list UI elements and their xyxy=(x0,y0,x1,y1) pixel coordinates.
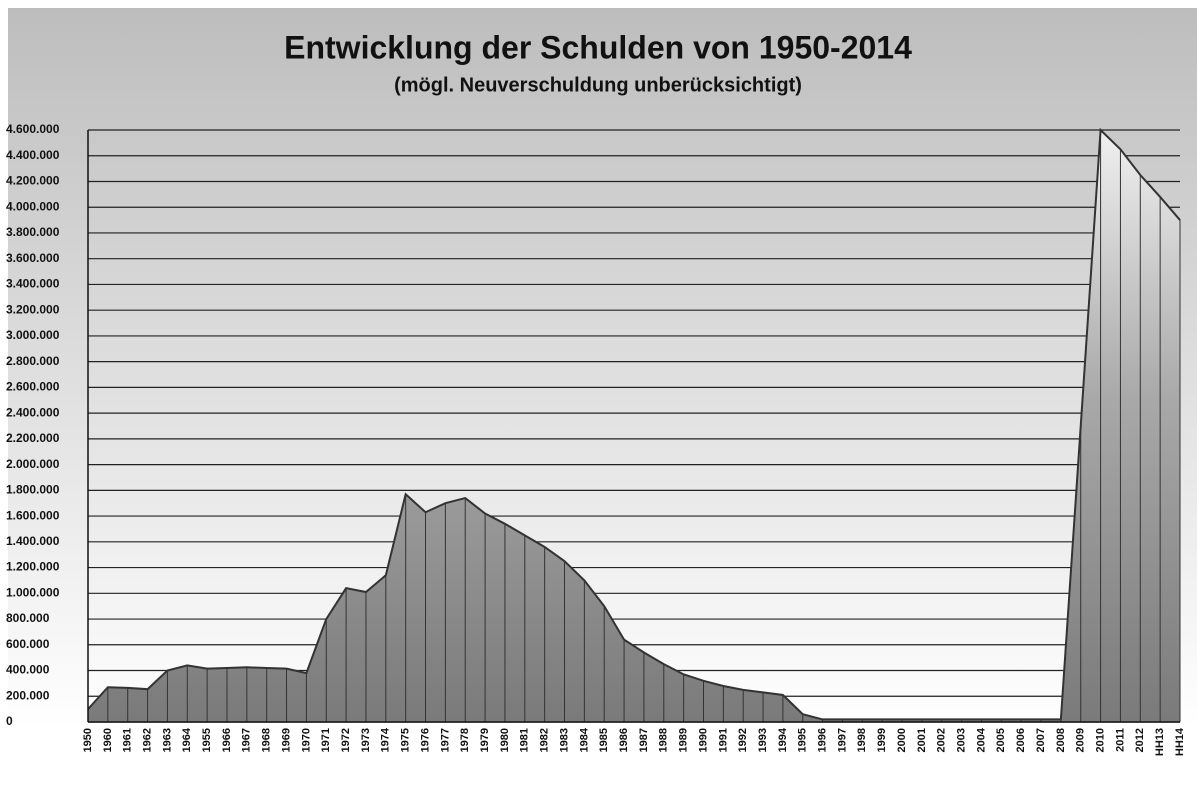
x-tick-label: 1990 xyxy=(697,728,709,752)
y-tick-label: 4.600.000 xyxy=(6,122,60,136)
x-tick-label: 1963 xyxy=(161,728,173,752)
x-tick-label: 1986 xyxy=(618,728,630,752)
x-tick-label: 1950 xyxy=(82,728,94,752)
y-tick-label: 3.400.000 xyxy=(6,277,60,291)
x-tick-label: 1997 xyxy=(836,728,848,752)
x-tick-label: 1966 xyxy=(221,728,233,752)
x-tick-label: 2010 xyxy=(1094,728,1106,752)
y-tick-label: 2.800.000 xyxy=(6,354,60,368)
x-tick-label: 1972 xyxy=(340,728,352,752)
x-tick-label: 1985 xyxy=(598,728,610,752)
x-tick-label: 2000 xyxy=(896,728,908,752)
x-tick-label: 1998 xyxy=(856,728,868,752)
y-tick-label: 800.000 xyxy=(6,611,50,625)
x-tick-label: 1993 xyxy=(757,728,769,752)
x-tick-label: 1964 xyxy=(181,727,193,752)
x-tick-label: 1991 xyxy=(717,728,729,752)
y-tick-label: 4.400.000 xyxy=(6,148,60,162)
x-tick-label: 1992 xyxy=(737,728,749,752)
y-tick-label: 3.000.000 xyxy=(6,328,60,342)
area xyxy=(88,130,1180,722)
x-tick-label: 1975 xyxy=(400,728,412,752)
x-tick-label: 1981 xyxy=(519,728,531,752)
y-tick-label: 0 xyxy=(6,714,13,728)
area-edge xyxy=(87,127,1181,721)
x-tick-label: 1961 xyxy=(122,728,134,752)
x-tick-label: 1967 xyxy=(241,728,253,752)
chart-subtitle: (mögl. Neuverschuldung unberücksichtigt) xyxy=(394,74,802,96)
y-tick-label: 4.000.000 xyxy=(6,199,60,213)
x-tick-label: 1962 xyxy=(141,728,153,752)
x-tick-label: 2005 xyxy=(995,728,1007,752)
y-tick-label: 2.600.000 xyxy=(6,380,60,394)
x-tick-label: 1996 xyxy=(817,728,829,752)
x-tick-label: HH14 xyxy=(1174,727,1186,756)
x-tick-label: 1988 xyxy=(658,728,670,752)
x-tick-label: 1976 xyxy=(419,728,431,752)
x-tick-label: 1955 xyxy=(201,728,213,752)
x-tick-label: 1983 xyxy=(558,728,570,752)
x-tick-label: 1987 xyxy=(638,728,650,752)
y-tick-label: 4.200.000 xyxy=(6,174,60,188)
x-tick-label: 1969 xyxy=(280,728,292,752)
x-tick-label: 2003 xyxy=(956,728,968,752)
x-tick-label: 1977 xyxy=(439,728,451,752)
x-tick-label: 2004 xyxy=(975,727,987,752)
y-tick-label: 1.800.000 xyxy=(6,483,60,497)
y-tick-label: 3.800.000 xyxy=(6,225,60,239)
y-tick-label: 1.000.000 xyxy=(6,585,60,599)
x-tick-label: 1989 xyxy=(678,728,690,752)
x-tick-label: 1994 xyxy=(777,727,789,752)
x-tick-label: HH13 xyxy=(1154,728,1166,756)
x-tick-label: 2012 xyxy=(1134,728,1146,752)
y-tick-label: 600.000 xyxy=(6,637,50,651)
y-tick-label: 400.000 xyxy=(6,663,50,677)
x-tick-label: 1995 xyxy=(797,728,809,752)
y-tick-label: 200.000 xyxy=(6,688,50,702)
y-tick-label: 1.200.000 xyxy=(6,560,60,574)
x-tick-label: 2007 xyxy=(1035,728,1047,752)
x-tick-label: 2002 xyxy=(936,728,948,752)
x-tick-label: 2011 xyxy=(1114,728,1126,752)
x-tick-label: 2001 xyxy=(916,728,928,752)
x-tick-label: 2009 xyxy=(1075,728,1087,752)
chart-title: Entwicklung der Schulden von 1950-2014 xyxy=(284,29,912,65)
x-tick-label: 1984 xyxy=(578,727,590,752)
x-tick-label: 1980 xyxy=(499,728,511,752)
y-tick-label: 2.400.000 xyxy=(6,405,60,419)
x-tick-label: 1974 xyxy=(380,727,392,752)
x-tick-label: 2008 xyxy=(1055,728,1067,752)
x-tick-label: 1999 xyxy=(876,728,888,752)
y-tick-label: 3.200.000 xyxy=(6,302,60,316)
y-tick-label: 3.600.000 xyxy=(6,251,60,265)
x-tick-label: 1960 xyxy=(102,728,114,752)
y-tick-label: 1.400.000 xyxy=(6,534,60,548)
x-tick-label: 1978 xyxy=(459,728,471,752)
x-tick-label: 1968 xyxy=(261,728,273,752)
y-tick-label: 1.600.000 xyxy=(6,508,60,522)
x-tick-label: 1979 xyxy=(479,728,491,752)
x-tick-label: 1970 xyxy=(300,728,312,752)
x-tick-label: 2006 xyxy=(1015,728,1027,752)
x-tick-label: 1982 xyxy=(539,728,551,752)
x-tick-label: 1971 xyxy=(320,728,332,752)
y-tick-label: 2.200.000 xyxy=(6,431,60,445)
x-tick-label: 1973 xyxy=(360,728,372,752)
y-tick-label: 2.000.000 xyxy=(6,457,60,471)
